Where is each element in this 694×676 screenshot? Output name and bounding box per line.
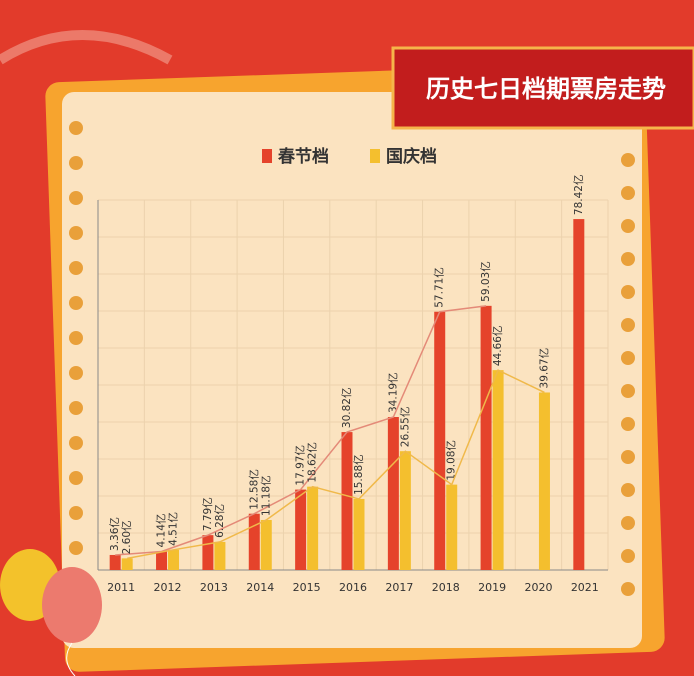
bar — [121, 558, 133, 570]
value-label: 30.82亿 — [340, 388, 353, 429]
hole — [69, 296, 83, 310]
hole — [69, 331, 83, 345]
bar — [260, 519, 272, 570]
x-tick-label: 2015 — [293, 581, 321, 594]
hole — [621, 516, 635, 530]
value-label: 44.66亿 — [491, 326, 504, 367]
bar — [156, 551, 168, 570]
hole — [69, 401, 83, 415]
x-tick-label: 2017 — [385, 581, 413, 594]
value-label: 78.42亿 — [572, 175, 585, 216]
hole — [69, 436, 83, 450]
x-tick-label: 2014 — [246, 581, 274, 594]
x-tick-label: 2019 — [478, 581, 506, 594]
hole — [621, 186, 635, 200]
hole — [621, 582, 635, 596]
hole — [69, 191, 83, 205]
hole — [69, 121, 83, 135]
chart-title: 历史七日档期票房走势 — [426, 75, 666, 103]
hole — [69, 366, 83, 380]
value-label: 12.58亿 — [247, 469, 260, 510]
value-label: 17.97亿 — [294, 445, 307, 486]
value-label: 4.14亿 — [155, 514, 168, 548]
bar — [434, 311, 446, 570]
bar — [248, 513, 260, 570]
bar — [307, 486, 319, 570]
x-tick-label: 2020 — [524, 581, 552, 594]
value-label: 26.55亿 — [398, 407, 411, 448]
value-label: 11.18亿 — [259, 475, 272, 516]
hole — [69, 261, 83, 275]
value-label: 4.51亿 — [167, 512, 180, 546]
x-tick-label: 2011 — [107, 581, 135, 594]
value-label: 6.28亿 — [213, 504, 226, 538]
hole — [621, 318, 635, 332]
value-label: 7.79亿 — [201, 497, 214, 531]
x-tick-label: 2013 — [200, 581, 228, 594]
x-tick-label: 2012 — [154, 581, 182, 594]
value-label: 2.60亿 — [120, 520, 133, 554]
hole — [621, 483, 635, 497]
legend-swatch — [262, 149, 272, 163]
bar — [387, 416, 399, 570]
hole — [69, 541, 83, 555]
legend-swatch — [370, 149, 380, 163]
balloon-string — [66, 642, 76, 676]
value-label: 39.67亿 — [537, 348, 550, 389]
trend-line — [127, 369, 545, 560]
hole — [621, 417, 635, 431]
balloon — [42, 567, 102, 643]
bar — [202, 535, 214, 570]
bar — [480, 305, 492, 570]
hole — [69, 226, 83, 240]
hole — [621, 219, 635, 233]
hole — [69, 506, 83, 520]
hole — [621, 285, 635, 299]
title-box — [391, 46, 694, 130]
value-label: 15.88亿 — [352, 454, 365, 495]
hole — [621, 252, 635, 266]
hole — [621, 384, 635, 398]
value-label: 34.19亿 — [386, 372, 399, 413]
bar — [341, 432, 353, 570]
bar — [168, 549, 180, 570]
value-label: 59.03亿 — [479, 261, 492, 302]
bar — [538, 392, 550, 570]
plot: 2011 2012 2013 2014 2015 2016 2017 2018 2019 2020… — [97, 175, 609, 594]
bar — [399, 451, 411, 570]
value-label: 3.36亿 — [108, 517, 121, 551]
hole — [69, 156, 83, 170]
x-tick-label: 2018 — [432, 581, 460, 594]
bar — [214, 541, 226, 570]
bar — [446, 484, 458, 570]
x-tick-label: 2021 — [571, 581, 599, 594]
hole — [69, 471, 83, 485]
rainbow — [0, 30, 173, 65]
bar — [573, 219, 585, 570]
legend-label: 国庆档 — [386, 146, 437, 167]
hole — [621, 549, 635, 563]
bar — [353, 498, 365, 570]
value-label: 19.08亿 — [445, 440, 458, 481]
bar — [109, 554, 121, 570]
value-label: 18.62亿 — [306, 442, 319, 483]
bar — [492, 370, 504, 570]
hole — [621, 153, 635, 167]
value-label: 57.71亿 — [433, 267, 446, 308]
legend-label: 春节档 — [278, 146, 329, 167]
x-tick-label: 2016 — [339, 581, 367, 594]
hole — [621, 351, 635, 365]
bar — [295, 489, 307, 570]
hole — [621, 450, 635, 464]
